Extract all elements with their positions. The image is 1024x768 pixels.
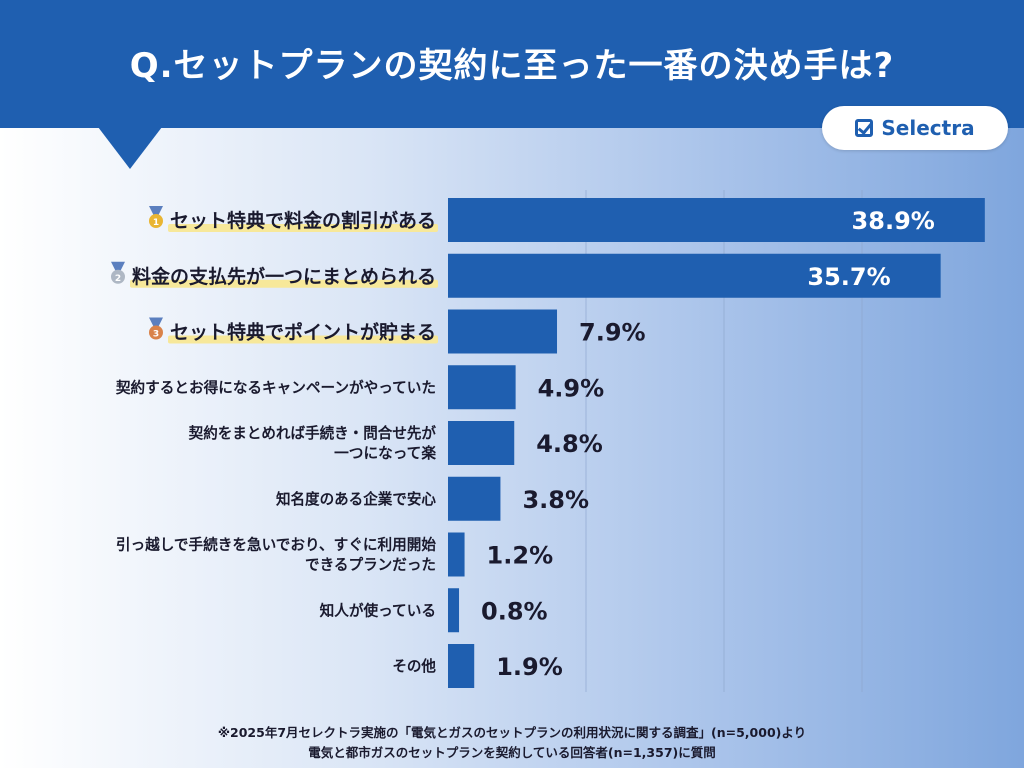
bar bbox=[448, 198, 985, 242]
category-label: 知人が使っている bbox=[320, 601, 436, 619]
category-label: 契約をまとめれば手続き・問合せ先が bbox=[188, 424, 437, 442]
header-banner: Q.セットプランの契約に至った一番の決め手は? bbox=[0, 0, 1024, 128]
medal-rank: 2 bbox=[115, 274, 121, 284]
bronze-medal-icon bbox=[149, 325, 163, 340]
data-label: 38.9% bbox=[852, 207, 935, 235]
category-label: 一つになって楽 bbox=[334, 444, 437, 462]
silver-medal-icon bbox=[111, 269, 125, 284]
page-title: Q.セットプランの契約に至った一番の決め手は? bbox=[129, 46, 895, 86]
footnote-line-2: 電気と都市ガスのセットプランを契約している回答者(n=1,357)に質問 bbox=[308, 745, 716, 760]
bar bbox=[448, 309, 558, 354]
data-label: 35.7% bbox=[807, 263, 890, 291]
bar bbox=[448, 644, 475, 688]
medal-rank: 1 bbox=[153, 218, 159, 228]
category-label: セット特典で料金の割引がある bbox=[170, 209, 436, 232]
footnote-line-1: ※2025年7月セレクトラ実施の「電気とガスのセットプランの利用状況に関する調査… bbox=[217, 725, 807, 740]
bar bbox=[448, 253, 941, 298]
category-label: 知名度のある企業で安心 bbox=[276, 490, 436, 508]
label-highlight bbox=[168, 224, 438, 232]
medal-ribbon bbox=[111, 261, 125, 272]
label-highlight bbox=[130, 279, 438, 288]
medal-ribbon bbox=[149, 317, 163, 328]
bar bbox=[448, 476, 501, 521]
data-label: 4.8% bbox=[536, 430, 603, 458]
data-label: 3.8% bbox=[522, 486, 589, 514]
data-label: 1.9% bbox=[496, 653, 563, 681]
bar bbox=[448, 588, 460, 633]
category-label: 料金の支払先が一つにまとめられる bbox=[132, 265, 436, 288]
checkbox-icon bbox=[855, 119, 874, 137]
data-label: 0.8% bbox=[481, 597, 548, 625]
data-label: 4.9% bbox=[538, 374, 605, 402]
category-label: 引っ越しで手続きを急いでおり、すぐに利用開始 bbox=[116, 536, 436, 554]
logo-text: Selectra bbox=[881, 116, 975, 140]
label-highlight bbox=[168, 335, 438, 344]
category-label: 契約するとお得になるキャンペーンがやっていた bbox=[115, 378, 436, 396]
header-pointer bbox=[98, 127, 162, 169]
bar bbox=[448, 365, 516, 410]
bar bbox=[448, 421, 515, 465]
medal-rank: 3 bbox=[153, 330, 159, 340]
category-label: セット特典でポイントが貯まる bbox=[170, 321, 436, 344]
data-label: 7.9% bbox=[579, 319, 646, 347]
medal-ribbon bbox=[149, 206, 163, 216]
selectra-logo: Selectra bbox=[822, 106, 1008, 150]
bar bbox=[448, 532, 465, 577]
category-label: その他 bbox=[392, 657, 436, 675]
data-label: 1.2% bbox=[487, 542, 554, 570]
gold-medal-icon bbox=[149, 214, 163, 228]
category-label: できるプランだった bbox=[305, 556, 436, 574]
